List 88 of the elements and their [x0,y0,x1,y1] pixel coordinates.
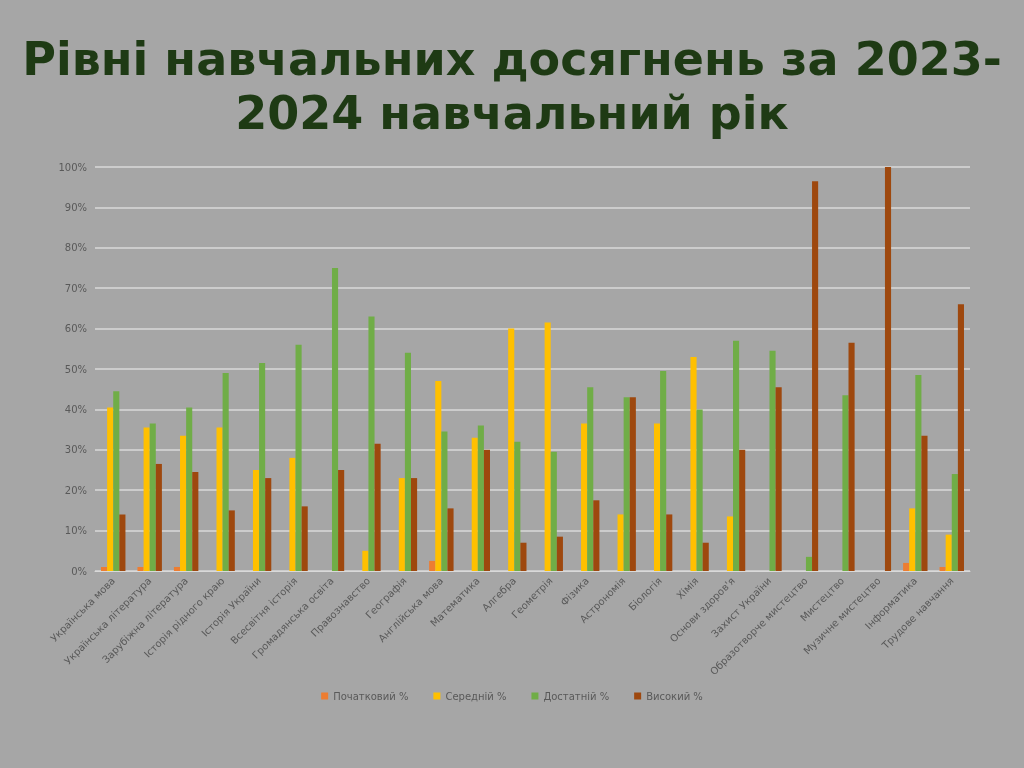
bar [550,451,557,571]
bar [939,566,946,571]
bar [252,470,260,571]
legend-label: Достатній % [543,690,610,702]
y-tick-label: 50% [64,363,87,375]
bar [113,391,120,571]
bar [435,381,442,571]
bar [812,181,819,571]
bar [483,449,491,571]
bar [842,395,849,571]
y-tick-label: 20% [64,484,87,496]
y-tick-label: 90% [64,201,87,213]
bar [265,478,272,571]
bar [289,457,296,571]
bar [581,423,588,571]
bar [617,514,624,571]
legend-label: Середній % [445,690,507,702]
bar [137,566,144,571]
bar [477,425,484,571]
bar [769,350,776,571]
bar [726,516,734,571]
bar [429,560,436,571]
bar [623,397,630,571]
y-tick-label: 30% [64,444,87,456]
y-tick-label: 80% [64,242,87,254]
bar [362,550,369,571]
bar [702,542,709,571]
legend-label: Початковий % [333,690,409,702]
bar [520,542,527,571]
legend-label: Високий % [646,690,703,702]
bar [909,508,916,571]
y-tick-label: 0% [71,565,87,577]
bar [666,514,673,571]
bar [471,437,478,571]
bar [508,328,515,571]
bar [331,268,339,571]
bar [544,322,551,571]
bar [739,449,746,571]
y-tick-label: 40% [64,403,87,415]
bar [404,352,411,571]
chart-title: Рівні навчальних досягнень за 2023-2024 навчальний рік [21,32,1003,140]
y-tick-label: 100% [58,161,87,173]
bar [155,463,162,571]
bar [903,562,910,571]
bar [186,407,193,571]
bar [192,472,199,571]
bar [216,427,223,571]
bar [690,356,697,571]
bar [629,397,636,571]
bar [368,316,375,571]
y-tick-label: 60% [64,323,87,335]
y-tick-label: 70% [64,282,87,294]
bar [660,371,667,571]
bar [593,500,600,571]
bar [884,167,892,571]
bar [180,435,187,571]
bar [921,435,928,571]
bar [338,470,345,571]
bar [295,344,302,571]
bar [957,304,964,571]
bar [696,409,703,571]
y-tick-label: 10% [64,525,87,537]
bar [107,407,114,571]
bar [119,514,126,571]
bar [654,423,661,571]
bar [587,387,594,571]
bar [374,443,381,571]
bar [301,506,308,571]
bar [951,474,958,571]
bar [259,362,266,571]
bar [733,340,740,571]
bar [805,556,813,571]
bar [222,373,229,571]
bar [848,342,855,571]
bar [915,375,922,571]
bar [411,478,418,571]
bar [945,534,952,571]
bar [447,508,454,571]
bar [398,478,405,571]
bar [775,387,782,571]
bar [143,427,150,571]
bar [514,441,521,571]
bar [149,423,156,571]
bar [441,431,448,571]
bar [173,566,181,571]
bar [101,566,108,571]
bar [556,536,563,571]
bar [228,510,235,571]
